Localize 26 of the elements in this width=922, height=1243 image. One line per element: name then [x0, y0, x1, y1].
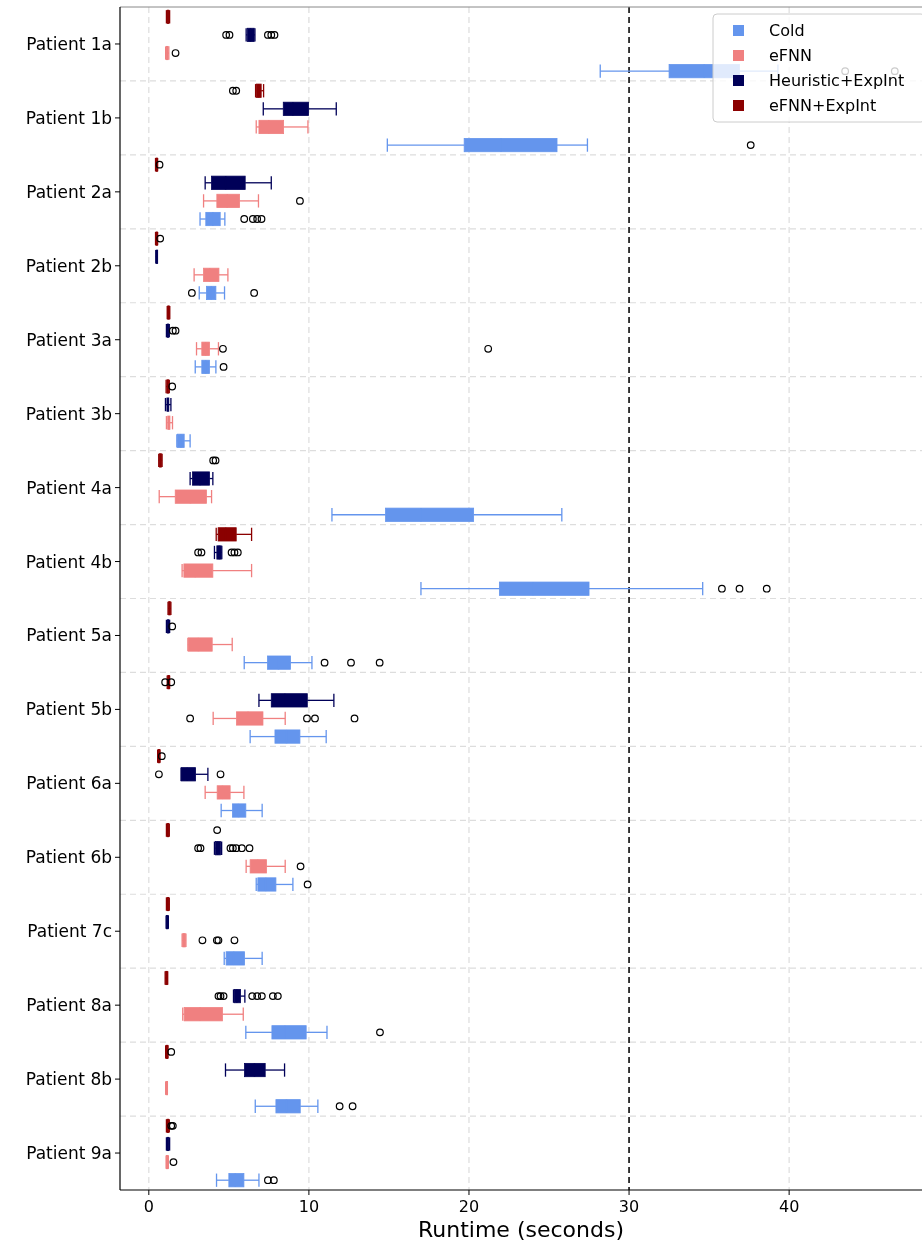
y-tick-label: Patient 4a: [26, 477, 112, 498]
y-tick-label: Patient 2a: [26, 181, 112, 202]
y-tick-label: Patient 3b: [25, 403, 112, 424]
y-tick-label: Patient 3a: [26, 329, 112, 350]
y-tick-label: Patient 8a: [26, 995, 112, 1016]
y-tick-label: Patient 7c: [27, 921, 112, 942]
x-tick-label: 0: [143, 1197, 154, 1216]
y-tick-label: Patient 4b: [25, 551, 112, 572]
y-tick-label: Patient 1a: [26, 33, 112, 54]
y-tick-label: Patient 6a: [26, 773, 112, 794]
legend-label: eFNN: [769, 46, 812, 65]
y-tick-label: Patient 5b: [25, 699, 112, 720]
y-tick-label: Patient 6b: [25, 847, 112, 868]
x-axis-title: Runtime (seconds): [418, 1217, 624, 1242]
x-tick-label: 20: [458, 1197, 480, 1216]
legend-label: Heuristic+ExpInt: [769, 71, 905, 90]
y-tick-label: Patient 2b: [25, 255, 112, 276]
x-tick-label: 30: [618, 1197, 640, 1216]
x-tick-label: 10: [298, 1197, 320, 1216]
x-tick-label: 40: [778, 1197, 800, 1216]
legend-label: Cold: [769, 21, 805, 40]
y-tick-label: Patient 8b: [25, 1069, 112, 1090]
legend-label: eFNN+ExpInt: [769, 96, 877, 115]
y-tick-label: Patient 9a: [26, 1143, 112, 1164]
y-tick-label: Patient 1b: [25, 107, 112, 128]
y-tick-label: Patient 5a: [26, 625, 112, 646]
